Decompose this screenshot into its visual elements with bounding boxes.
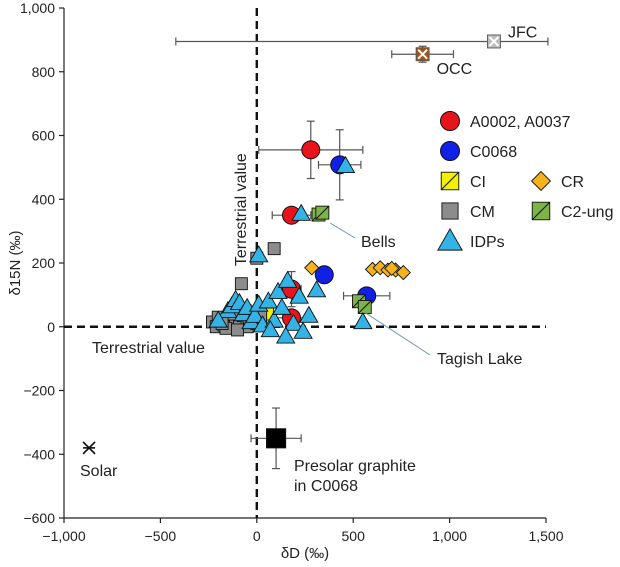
cr-point bbox=[304, 260, 320, 276]
idps-point bbox=[335, 155, 356, 173]
y-tick-label: −200 bbox=[23, 383, 55, 399]
square-x-point bbox=[486, 34, 501, 49]
square-x-point-cross bbox=[488, 36, 500, 47]
legend-a0002-a0037-marker bbox=[440, 111, 460, 131]
annotation-tagish-lake: Tagish Lake bbox=[437, 351, 522, 368]
annotation-solar: Solar bbox=[80, 463, 118, 480]
legend-c0068: C0068 bbox=[440, 141, 517, 161]
y-tick-label: 1,000 bbox=[20, 0, 55, 16]
legend-c2-ung: C2-ung bbox=[531, 201, 613, 221]
cm-point bbox=[267, 242, 281, 256]
c2-ung-point bbox=[315, 205, 330, 220]
y-tick-label: −400 bbox=[23, 446, 55, 462]
asterisk-point bbox=[82, 441, 96, 455]
y-tick-label: 800 bbox=[32, 64, 56, 80]
annotation-presolar-graphite: Presolar graphite bbox=[294, 458, 416, 475]
terrestrial-value-horizontal-label: Terrestrial value bbox=[92, 340, 205, 357]
idps-point bbox=[272, 297, 292, 315]
y-tick-label: 600 bbox=[32, 128, 56, 144]
legend-ci-marker bbox=[440, 171, 460, 191]
error-bars bbox=[175, 37, 549, 470]
cr-point bbox=[384, 260, 400, 277]
legend-ci-label: CI bbox=[470, 174, 486, 191]
cm-point bbox=[234, 277, 248, 291]
legend-a0002-a0037-label: A0002, A0037 bbox=[470, 114, 571, 131]
legend-ci-marker-diagonal bbox=[440, 171, 460, 191]
c2-ung-point-diagonal bbox=[357, 300, 372, 314]
axes: −1,000 −500 0 500 1,000 1,500 −600 −400 −200 0 200… bbox=[7, 0, 564, 562]
x-tick-label: 500 bbox=[342, 528, 366, 544]
y-tick-label: 200 bbox=[32, 255, 56, 271]
legend-c2-ung-marker-diagonal bbox=[531, 201, 551, 221]
data-points bbox=[82, 34, 501, 455]
cr-point bbox=[395, 264, 411, 281]
idps-point bbox=[291, 203, 311, 221]
legend-idps: IDPs bbox=[437, 227, 505, 251]
idps-point bbox=[306, 280, 327, 298]
idps-point bbox=[260, 320, 281, 338]
annotations: JFC OCC Terrestrial value Terrestrial value… bbox=[80, 24, 537, 495]
annotation-in-c0068: in C0068 bbox=[294, 478, 358, 495]
legend-idps-label: IDPs bbox=[470, 234, 505, 251]
legend-c2-ung-marker bbox=[531, 201, 551, 221]
idps-point bbox=[245, 305, 265, 323]
idps-point bbox=[293, 321, 313, 339]
bells-leader-line bbox=[330, 222, 356, 239]
cm-point bbox=[231, 323, 244, 337]
y-tick-label: 0 bbox=[47, 319, 55, 335]
legend-cm-label: CM bbox=[470, 204, 495, 221]
legend-a0002-a0037: A0002, A0037 bbox=[440, 111, 571, 131]
legend-c2-ung-label: C2-ung bbox=[561, 204, 613, 221]
c2-ung-point bbox=[357, 300, 372, 314]
c0068-point bbox=[314, 265, 334, 285]
y-tick-label: 400 bbox=[32, 191, 56, 207]
idps-point bbox=[208, 310, 229, 328]
legend: A0002, A0037 C0068 CI CR CM C2-ung IDPs bbox=[437, 111, 613, 251]
idps-point bbox=[268, 281, 288, 299]
x-axis-title: δD (‰) bbox=[281, 545, 329, 562]
square-x-point bbox=[415, 47, 430, 62]
a0002-a0037-point bbox=[301, 140, 321, 160]
idps-point bbox=[275, 326, 296, 344]
idps-point bbox=[248, 245, 269, 263]
legend-cr-label: CR bbox=[561, 174, 584, 191]
x-tick-label: −1,000 bbox=[42, 528, 85, 544]
y-axis-title: δ15N (‰) bbox=[7, 230, 24, 295]
x-tick-label: −500 bbox=[145, 528, 177, 544]
x-tick-label: 0 bbox=[253, 528, 261, 544]
idps-point bbox=[277, 270, 298, 288]
legend-cm-marker bbox=[441, 202, 459, 220]
x-tick-label: 1,000 bbox=[432, 528, 467, 544]
tagish-lake-leader-line bbox=[364, 312, 431, 356]
idps-point bbox=[353, 312, 373, 330]
annotation-occ: OCC bbox=[437, 61, 473, 78]
legend-c0068-label: C0068 bbox=[470, 144, 517, 161]
idps-point bbox=[289, 286, 309, 304]
annotation-bells: Bells bbox=[361, 234, 396, 251]
idps-point bbox=[258, 291, 279, 309]
legend-c0068-marker bbox=[440, 141, 460, 161]
terrestrial-value-vertical-label: Terrestrial value bbox=[233, 153, 250, 266]
c2-ung-point-diagonal bbox=[315, 205, 330, 220]
legend-cr-marker bbox=[530, 170, 552, 192]
x-tick-label: 1,500 bbox=[528, 528, 563, 544]
y-tick-label: −600 bbox=[23, 510, 55, 526]
idps-point bbox=[283, 313, 304, 331]
reference-lines bbox=[64, 8, 546, 518]
legend-idps-marker bbox=[437, 227, 463, 251]
legend-cm: CM bbox=[441, 202, 495, 221]
square-point bbox=[266, 428, 287, 449]
legend-cr: CR bbox=[530, 170, 584, 192]
legend-ci: CI bbox=[440, 171, 486, 191]
square-x-point-cross bbox=[417, 49, 428, 60]
idps-point bbox=[299, 305, 319, 323]
annotation-jfc: JFC bbox=[508, 24, 537, 41]
